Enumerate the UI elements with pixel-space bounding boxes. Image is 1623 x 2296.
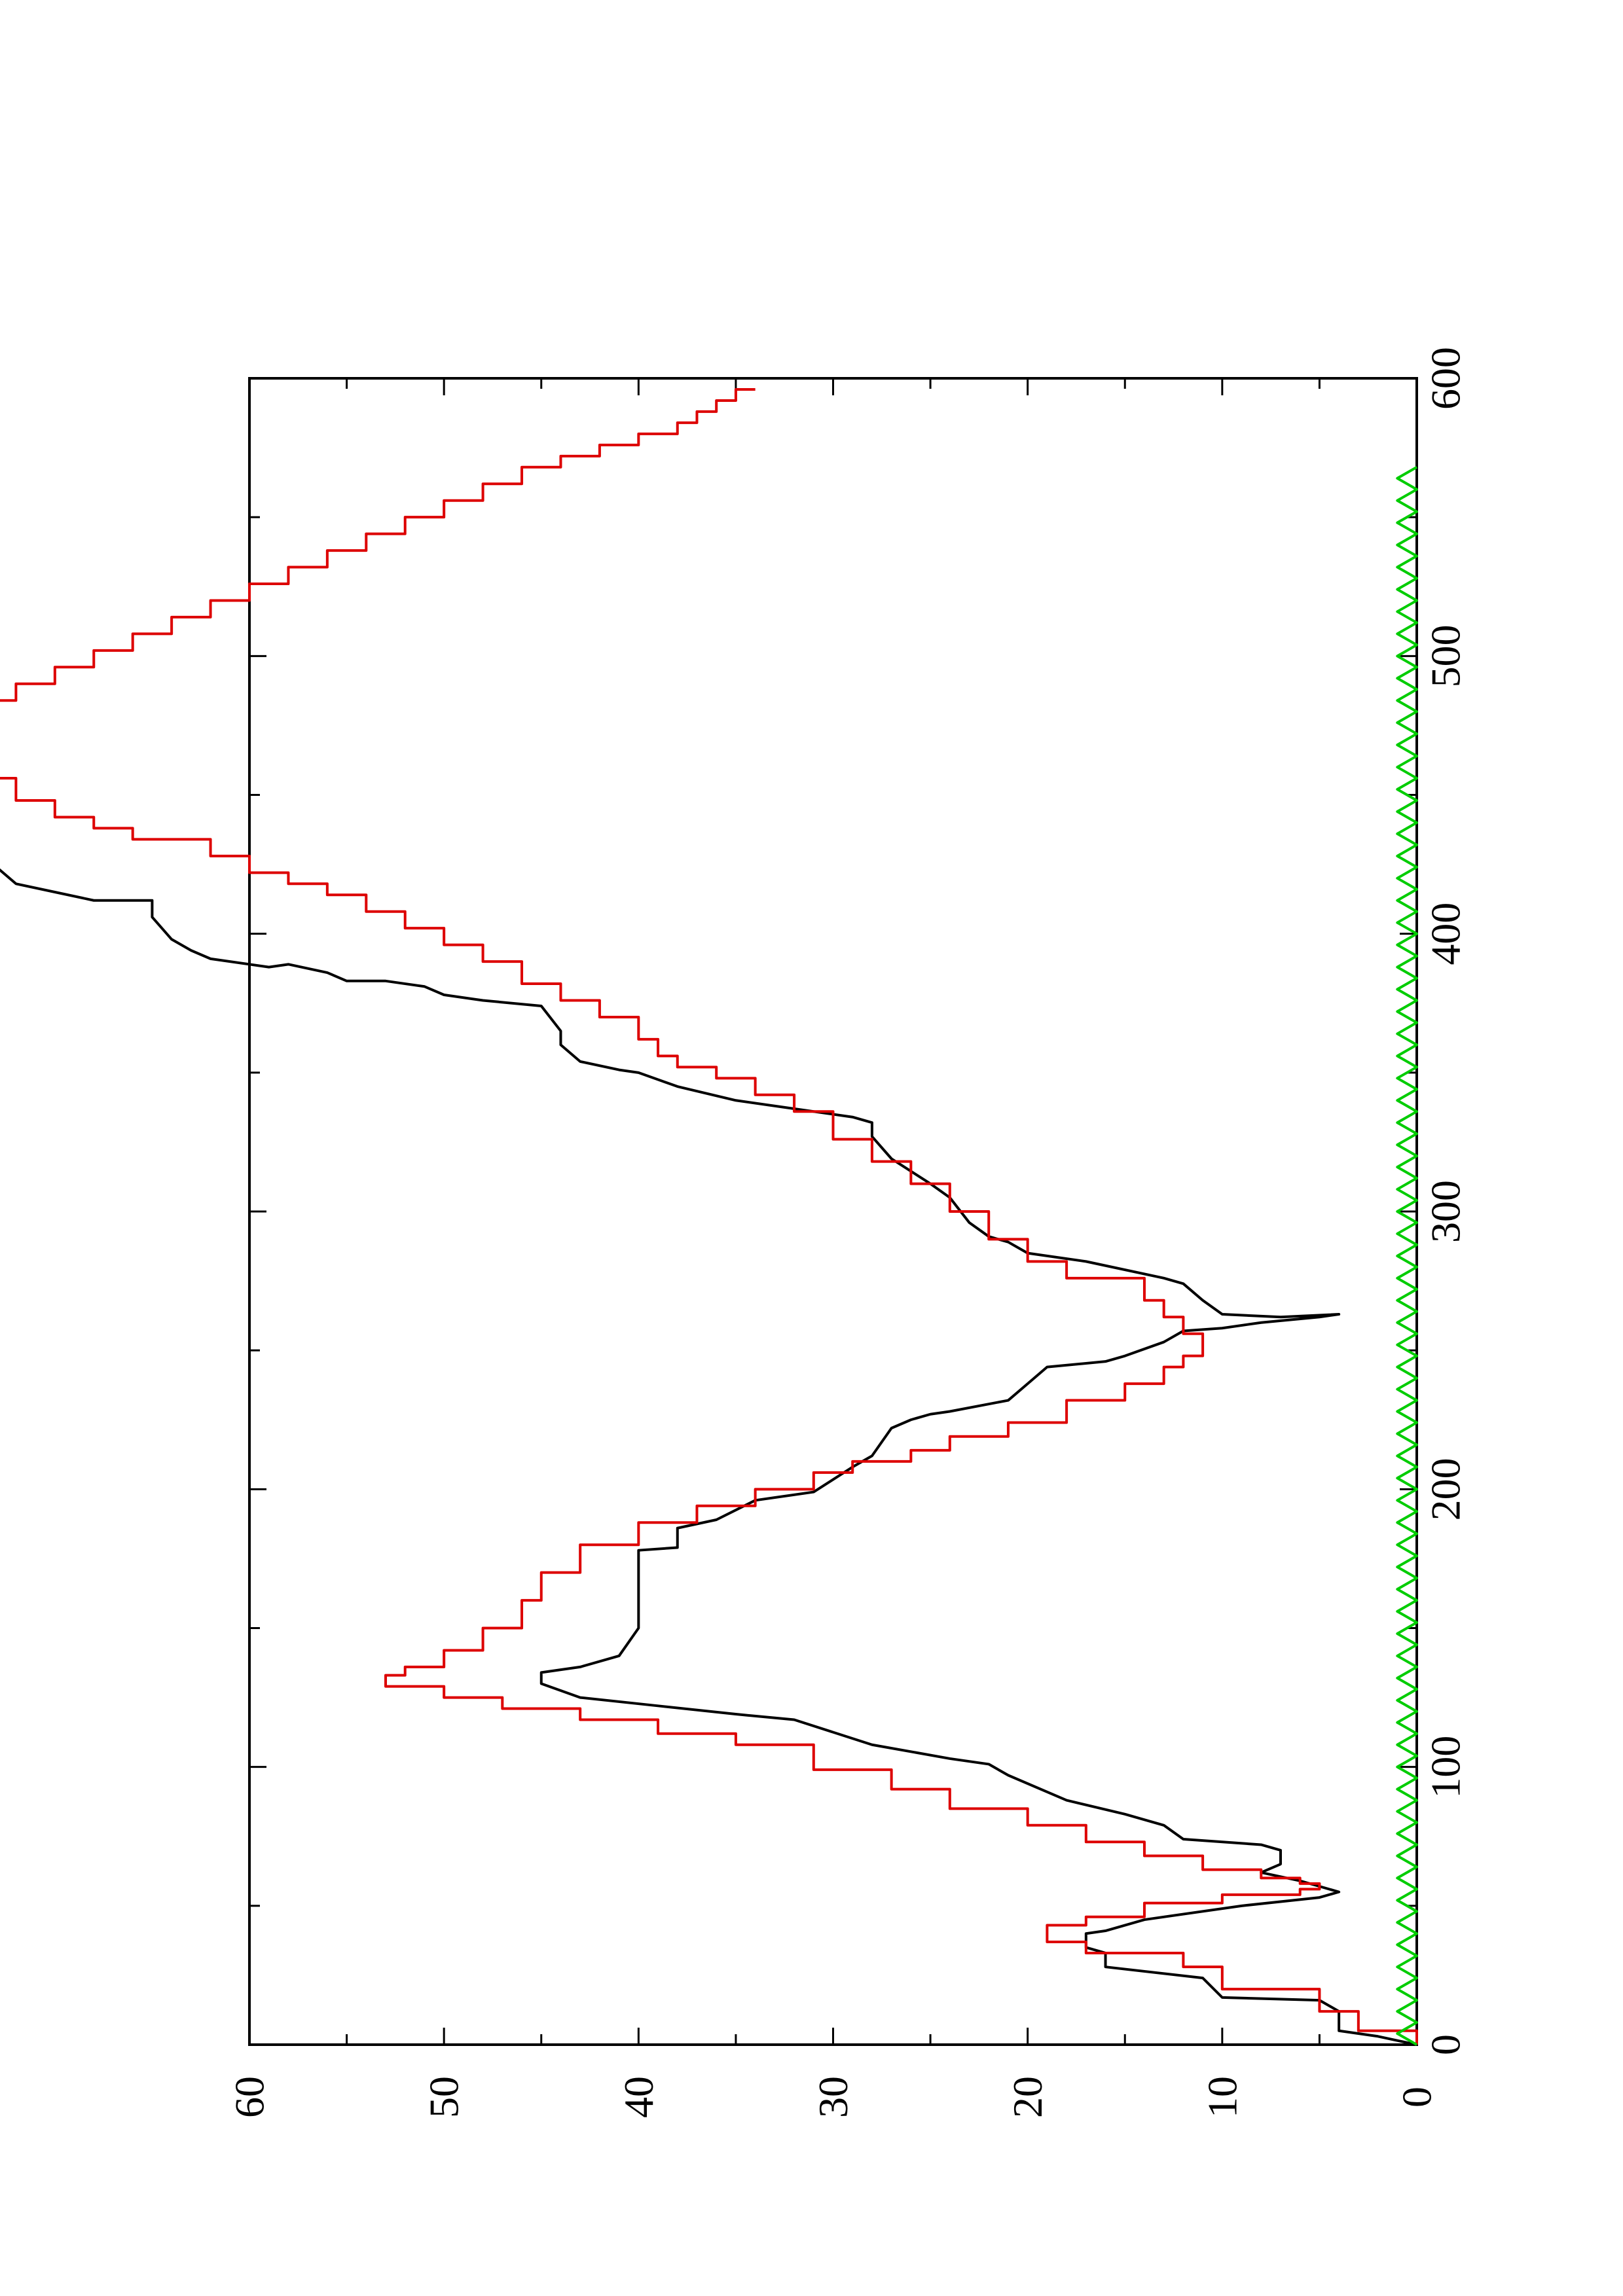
y-tick-label: 40: [615, 2076, 662, 2118]
x-tick-label: 0: [1423, 2034, 1469, 2055]
plot-frame: [248, 377, 1418, 2046]
y-tick-label: 60: [227, 2076, 273, 2118]
x-tick-label: 600: [1423, 347, 1469, 410]
x-tick-label: 500: [1423, 624, 1469, 687]
x-tick-label: 400: [1423, 903, 1469, 965]
y-tick-label: 20: [1004, 2076, 1051, 2118]
y-tick-label: 50: [421, 2076, 467, 2118]
y-tick-label: 30: [810, 2076, 856, 2118]
x-tick-label: 100: [1423, 1736, 1469, 1799]
y-tick-label: 10: [1199, 2076, 1245, 2118]
series-line-1: [0, 868, 1417, 2046]
plot-area: 0 100 200 300 400 500 600 0 10 20 30 40 50 60: [0, 347, 1469, 2118]
y-tick-label: 0: [1394, 2087, 1440, 2108]
x-tick-label: 300: [1423, 1180, 1469, 1243]
x-tick-label: 200: [1423, 1458, 1469, 1520]
series-line-3: [1396, 466, 1418, 2046]
series-line-2: [0, 387, 1418, 2045]
